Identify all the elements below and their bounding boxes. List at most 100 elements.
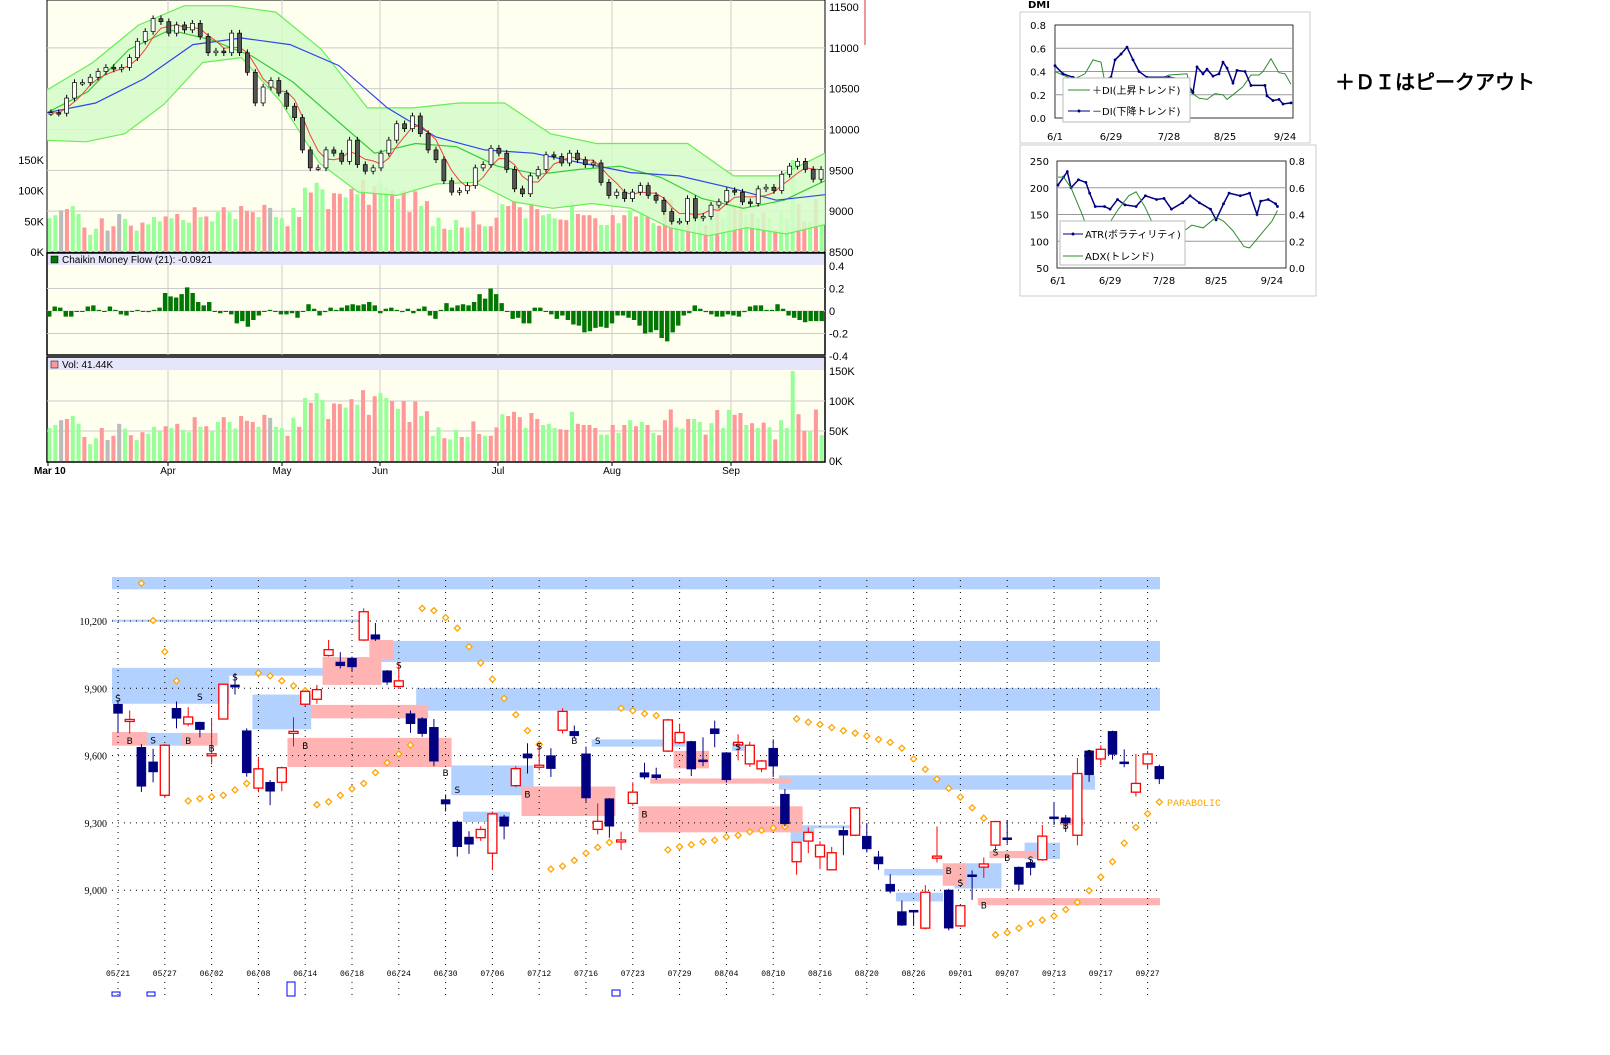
- daily-candle: [288, 730, 299, 734]
- price-candle: [276, 80, 282, 94]
- adx-y-tick: 0.0: [1289, 264, 1305, 275]
- parabolic-dot: [1073, 898, 1082, 907]
- resistance-zone: [229, 667, 335, 676]
- cmf-bar: [207, 302, 212, 311]
- volume-bar: [93, 438, 99, 461]
- cmf-bar: [162, 293, 168, 311]
- dmi-point: [1053, 64, 1057, 68]
- price-candle: [72, 82, 77, 99]
- cmf-bar: [631, 311, 637, 320]
- date-tick-label: 09/07: [995, 970, 1019, 979]
- cmf-bar: [692, 305, 697, 311]
- daily-candle: [510, 767, 521, 787]
- dmi-x-tick: 9/24: [1274, 132, 1296, 143]
- parabolic-dot: [476, 658, 485, 667]
- parabolic-dot: [172, 676, 181, 685]
- daily-candle: [206, 753, 217, 757]
- volume-bar: [192, 207, 197, 252]
- parabolic-dot: [1120, 839, 1129, 848]
- daily-candle: [849, 807, 861, 836]
- volume-bar: [297, 217, 302, 252]
- volume-bar: [128, 435, 133, 461]
- dmi-point: [1061, 72, 1065, 76]
- daily-axes: 05/21 05/27 06/02 06/08 06/14 06/18 06/24 06/30…: [80, 617, 1160, 979]
- cmf-bar: [245, 311, 251, 327]
- daily-candle: [124, 718, 135, 723]
- volume-bar: [244, 210, 249, 252]
- cmf-bar: [422, 306, 427, 311]
- cmf-bar: [620, 311, 626, 316]
- price-candle: [512, 169, 517, 190]
- volume-bar: [802, 431, 807, 461]
- price-tick-label: 9,300: [85, 819, 108, 830]
- resistance-zone: [112, 619, 370, 622]
- cmf-bar: [615, 311, 620, 316]
- cmf-bar: [698, 308, 703, 311]
- date-tick-label: 07/06: [480, 970, 504, 979]
- cmf-bar: [582, 311, 587, 333]
- daily-candle: [698, 759, 708, 763]
- price-candle: [795, 161, 800, 167]
- dmi-point: [1119, 52, 1123, 56]
- parabolic-dot: [149, 616, 158, 625]
- parabolic-label: PARABOLIC: [1167, 799, 1221, 810]
- zones: [112, 576, 1161, 906]
- volume-bar: [88, 444, 93, 461]
- volume-bar: [215, 422, 220, 461]
- daily-candle: [546, 755, 556, 769]
- dmi-point: [1235, 68, 1239, 72]
- parabolic-dot: [921, 765, 930, 774]
- cmf-bar: [256, 311, 262, 316]
- daily-candle: [370, 634, 381, 640]
- cmf-bar: [251, 311, 256, 320]
- cmf-bar: [521, 311, 526, 324]
- dmi-charts: DMI 0.80.60.40.20.06/1 6/29 7/28 8/25 9/24 ＋…: [1019, 0, 1535, 297]
- volume-bar: [541, 215, 546, 252]
- cmf-bar: [670, 311, 675, 333]
- price-tick-label: 10500: [829, 84, 860, 96]
- sell-signal: S: [735, 743, 741, 753]
- volume-bar: [506, 206, 511, 252]
- volume-bar: [494, 217, 499, 252]
- price-candle: [119, 67, 125, 70]
- volume-bar: [616, 432, 621, 461]
- price-tick-label: 10,200: [80, 617, 108, 628]
- cmf-bar: [466, 305, 471, 311]
- volume-bar: [146, 224, 151, 252]
- price-candle: [559, 156, 565, 164]
- cmf-bar: [736, 311, 742, 317]
- cmf-bar: [267, 309, 273, 311]
- cmf-bar: [775, 304, 780, 311]
- atr-point: [1162, 197, 1166, 200]
- date-tick-label: 07/29: [668, 970, 692, 979]
- volume-bar: [239, 206, 244, 252]
- price-candle: [488, 147, 494, 165]
- price-candle: [504, 152, 510, 170]
- cmf-bar: [791, 311, 797, 318]
- volume-bar: [581, 215, 586, 252]
- price-candle: [378, 152, 384, 169]
- price-candle: [527, 175, 533, 195]
- volume-bar: [401, 190, 406, 252]
- volume-bar: [471, 421, 476, 461]
- parabolic-dot: [359, 779, 368, 788]
- volume-bar: [105, 440, 110, 461]
- volume-bar: [122, 218, 128, 252]
- parabolic-dot: [266, 672, 275, 680]
- parabolic-dot: [500, 694, 509, 703]
- cmf-bar: [190, 293, 195, 311]
- atr-point: [1259, 199, 1263, 203]
- volume-bar: [326, 209, 331, 252]
- volume-bar: [372, 396, 377, 461]
- parabolic-dot: [1038, 916, 1047, 924]
- date-tick-label: 07/12: [527, 970, 551, 979]
- volume-bar: [349, 399, 354, 461]
- volume-bar: [419, 416, 424, 461]
- parabolic-dot: [570, 856, 579, 865]
- parabolic-dot: [979, 814, 988, 823]
- volume-bar: [390, 401, 395, 461]
- daily-candle: [931, 855, 943, 859]
- volume-bar: [308, 192, 313, 252]
- volume-bar: [517, 207, 522, 252]
